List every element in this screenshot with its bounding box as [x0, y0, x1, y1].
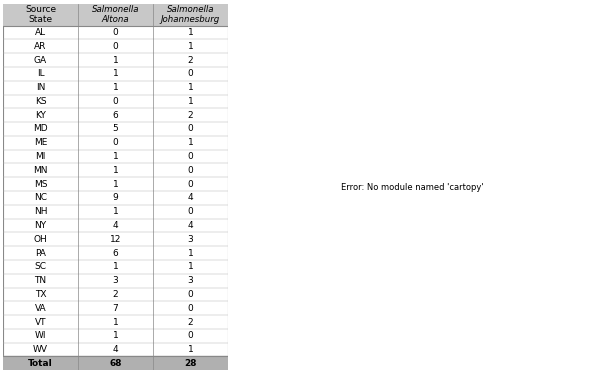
- Text: WV: WV: [33, 345, 48, 354]
- Text: 0: 0: [188, 331, 193, 340]
- Text: 0: 0: [188, 69, 193, 78]
- Text: 0: 0: [113, 42, 118, 51]
- Text: 4: 4: [113, 345, 118, 354]
- Text: OH: OH: [34, 235, 47, 244]
- Text: 1: 1: [188, 138, 193, 147]
- Text: 1: 1: [113, 318, 118, 327]
- Text: 0: 0: [188, 166, 193, 175]
- Text: VA: VA: [35, 304, 46, 313]
- Text: Salmonella
Altona: Salmonella Altona: [92, 5, 139, 24]
- Text: 1: 1: [113, 83, 118, 92]
- Text: 68: 68: [109, 359, 122, 368]
- Text: MD: MD: [33, 125, 48, 134]
- Text: 0: 0: [113, 138, 118, 147]
- Text: MS: MS: [34, 180, 47, 188]
- Text: 0: 0: [188, 125, 193, 134]
- Text: PA: PA: [35, 249, 46, 258]
- Text: TN: TN: [34, 276, 47, 285]
- Text: 1: 1: [188, 97, 193, 106]
- Text: 4: 4: [188, 193, 193, 202]
- Text: 3: 3: [113, 276, 118, 285]
- Text: 3: 3: [188, 235, 193, 244]
- Text: 2: 2: [188, 318, 193, 327]
- Text: 2: 2: [188, 111, 193, 120]
- Text: GA: GA: [34, 56, 47, 65]
- FancyBboxPatch shape: [3, 4, 228, 25]
- Text: 0: 0: [113, 28, 118, 37]
- Text: 0: 0: [188, 152, 193, 161]
- FancyBboxPatch shape: [3, 4, 228, 370]
- Text: MN: MN: [33, 166, 48, 175]
- Text: 2: 2: [113, 290, 118, 299]
- Text: 1: 1: [188, 83, 193, 92]
- Text: Error: No module named 'cartopy': Error: No module named 'cartopy': [341, 183, 484, 191]
- Text: 7: 7: [113, 304, 118, 313]
- Text: IL: IL: [37, 69, 44, 78]
- Text: AL: AL: [35, 28, 46, 37]
- Text: NY: NY: [34, 221, 47, 230]
- Text: 1: 1: [113, 331, 118, 340]
- Text: 4: 4: [113, 221, 118, 230]
- Text: 1: 1: [113, 166, 118, 175]
- Text: 4: 4: [188, 221, 193, 230]
- Text: NH: NH: [34, 207, 47, 216]
- Text: KY: KY: [35, 111, 46, 120]
- Text: 1: 1: [113, 180, 118, 188]
- Text: TX: TX: [35, 290, 46, 299]
- Text: 9: 9: [113, 193, 118, 202]
- Text: 0: 0: [188, 180, 193, 188]
- Text: 1: 1: [188, 249, 193, 258]
- Text: SC: SC: [35, 262, 47, 272]
- Text: 1: 1: [113, 207, 118, 216]
- Text: 6: 6: [113, 249, 118, 258]
- Text: 3: 3: [188, 276, 193, 285]
- Text: 1: 1: [113, 56, 118, 65]
- Text: 1: 1: [188, 262, 193, 272]
- Text: 0: 0: [188, 290, 193, 299]
- Text: 1: 1: [188, 42, 193, 51]
- Text: 1: 1: [113, 262, 118, 272]
- Text: ME: ME: [34, 138, 47, 147]
- Text: 12: 12: [110, 235, 121, 244]
- Text: 0: 0: [188, 304, 193, 313]
- Text: 28: 28: [184, 359, 197, 368]
- Text: KS: KS: [35, 97, 46, 106]
- Text: WI: WI: [35, 331, 46, 340]
- Text: 0: 0: [113, 97, 118, 106]
- Text: 6: 6: [113, 111, 118, 120]
- Text: VT: VT: [35, 318, 46, 327]
- Text: Salmonella
Johannesburg: Salmonella Johannesburg: [161, 5, 220, 24]
- Text: 0: 0: [188, 207, 193, 216]
- Text: IN: IN: [36, 83, 45, 92]
- Text: 2: 2: [188, 56, 193, 65]
- Text: 1: 1: [188, 345, 193, 354]
- Text: 1: 1: [188, 28, 193, 37]
- Text: Source
State: Source State: [25, 5, 56, 24]
- Text: MI: MI: [35, 152, 46, 161]
- Text: AR: AR: [34, 42, 47, 51]
- Text: 1: 1: [113, 69, 118, 78]
- Text: NC: NC: [34, 193, 47, 202]
- Text: 5: 5: [113, 125, 118, 134]
- Text: 1: 1: [113, 152, 118, 161]
- FancyBboxPatch shape: [3, 356, 228, 370]
- Text: Total: Total: [28, 359, 53, 368]
